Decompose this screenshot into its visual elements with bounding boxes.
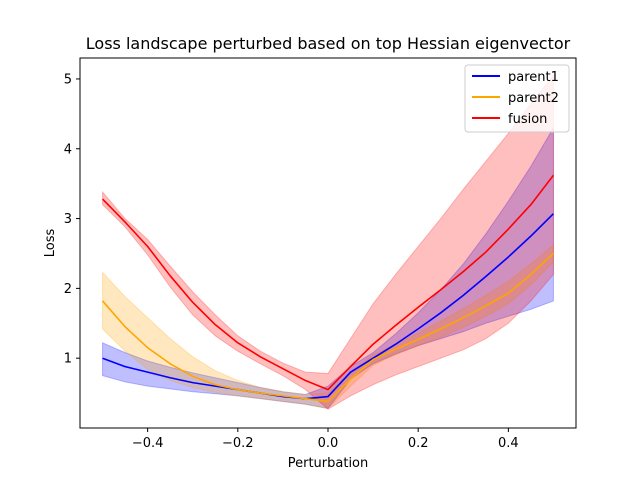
- band-parent1: [102, 125, 554, 409]
- legend: parent1 parent2 fusion: [464, 64, 570, 133]
- y-tick-label: 4: [64, 142, 72, 157]
- y-tick-label: 5: [64, 72, 72, 87]
- band-fusion: [102, 74, 554, 410]
- y-axis-label: Loss: [43, 229, 58, 258]
- y-axis-ticks: 1 2 3 4 5: [64, 72, 80, 367]
- x-tick-label: 0.4: [498, 436, 519, 451]
- line-parent2: [101, 252, 554, 403]
- y-tick-label: 1: [64, 352, 72, 367]
- y-tick-label: 2: [64, 282, 72, 297]
- legend-box: [464, 64, 570, 133]
- line-parent1: [102, 213, 555, 400]
- legend-label-fusion: fusion: [508, 112, 547, 127]
- confidence-bands: [102, 74, 554, 410]
- x-tick-label: 0.0: [318, 436, 339, 451]
- legend-label-parent1: parent1: [508, 70, 559, 85]
- x-axis-ticks: −0.4 −0.2 0.0 0.2 0.4: [132, 428, 519, 451]
- x-tick-label: −0.2: [222, 436, 254, 451]
- x-axis-label: Perturbation: [288, 456, 369, 471]
- x-tick-label: −0.4: [132, 436, 164, 451]
- legend-label-parent2: parent2: [508, 91, 559, 106]
- chart-title: Loss landscape perturbed based on top He…: [86, 34, 571, 53]
- y-tick-label: 3: [64, 212, 72, 227]
- x-tick-label: 0.2: [408, 436, 429, 451]
- series-lines: [101, 174, 555, 403]
- band-parent2: [102, 244, 554, 409]
- line-fusion: [101, 174, 555, 391]
